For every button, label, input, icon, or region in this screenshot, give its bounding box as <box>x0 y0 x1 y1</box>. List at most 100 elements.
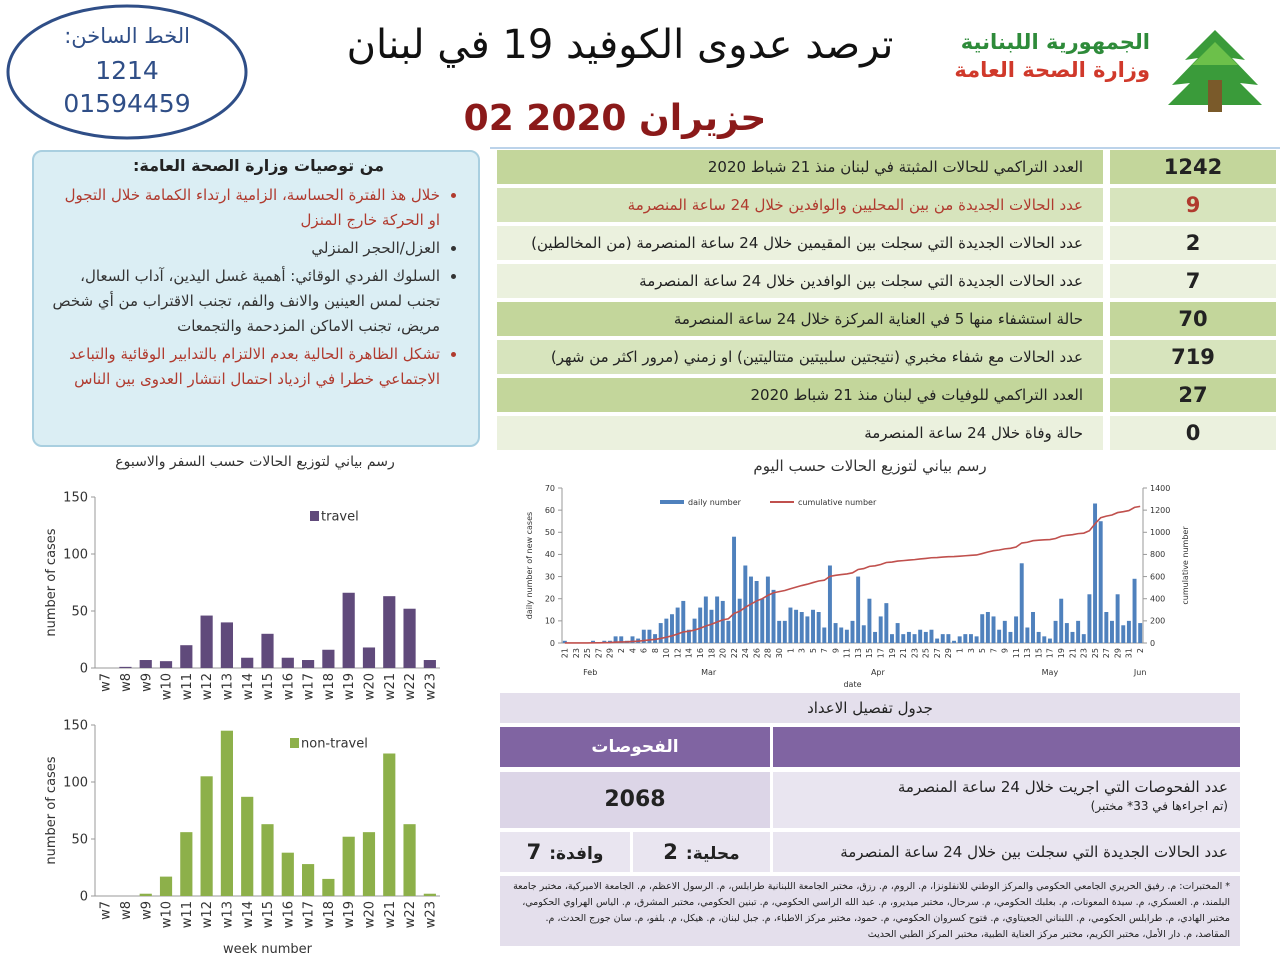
x-tick-label: 19 <box>1057 648 1066 658</box>
y2-tick-label: 400 <box>1150 595 1165 604</box>
bar <box>220 622 233 668</box>
x-tick-label: 22 <box>730 648 739 658</box>
bar <box>946 634 951 643</box>
local: محلية: 2 <box>633 832 770 872</box>
month-label: Apr <box>871 668 886 677</box>
recommendations-title: من توصيات وزارة الصحة العامة: <box>132 156 384 175</box>
y-tick-label: 40 <box>545 550 555 559</box>
bar <box>952 640 957 643</box>
bar <box>1110 620 1114 643</box>
bar <box>619 636 624 643</box>
bar <box>1087 594 1092 643</box>
x-tick-label: w12 <box>200 673 215 700</box>
x-tick-label: w15 <box>261 673 276 700</box>
x-tick-label: w11 <box>180 901 195 928</box>
tests-value: 2068 <box>500 772 770 828</box>
x-tick-label: 25 <box>1091 648 1100 658</box>
report-date: 02 حزيران 2020 <box>463 98 767 139</box>
recommendations-box: من توصيات وزارة الصحة العامة: خلال هذ ال… <box>32 150 480 447</box>
y-axis-label: number of cases <box>44 756 59 864</box>
bar <box>1008 631 1013 643</box>
bar <box>709 609 714 643</box>
bar <box>1031 612 1035 643</box>
hotline-number: 01594459 <box>63 89 191 118</box>
bar <box>159 876 173 896</box>
bar <box>342 592 355 668</box>
y-tick-label: 0 <box>80 890 88 905</box>
y-tick-label: 30 <box>545 572 555 581</box>
local-value: 2 <box>663 840 678 864</box>
bar <box>1081 634 1086 643</box>
x-tick-label: 29 <box>606 648 615 658</box>
bar <box>816 612 821 643</box>
table-title: جدول تفصيل الاعداد <box>500 693 1240 723</box>
tests-label-cell: عدد الفحوصات التي اجريت خلال 24 ساعة الم… <box>773 772 1240 828</box>
bar <box>698 607 703 643</box>
x-tick-label: 7 <box>820 648 829 653</box>
stat-label: حالة استشفاء منها 5 في العناية المركزة خ… <box>497 302 1103 336</box>
stat-label: عدد الحالات الجديدة من بين المحليين والو… <box>497 188 1103 222</box>
bar <box>703 596 708 643</box>
bar <box>940 634 945 643</box>
bar <box>765 576 770 643</box>
x-tick-label: w19 <box>342 673 357 700</box>
y2-tick-label: 200 <box>1150 617 1165 626</box>
bar <box>884 603 889 643</box>
bar <box>630 636 635 643</box>
legend-swatch <box>290 738 299 748</box>
x-tick-label: w18 <box>322 901 337 928</box>
x-tick-label: 27 <box>594 648 603 658</box>
bar <box>1002 620 1007 643</box>
x-tick-label: 17 <box>877 648 886 658</box>
bar <box>856 576 861 643</box>
bar <box>200 615 213 668</box>
x-tick-label: 13 <box>1023 648 1032 658</box>
x-tick-label: 11 <box>1012 648 1021 658</box>
arrivals-label: وافدة: <box>549 844 604 864</box>
bar <box>867 598 872 643</box>
x-tick-label: 23 <box>1080 648 1089 658</box>
bar <box>686 629 691 643</box>
x-tick-label: 21 <box>1068 648 1077 658</box>
stat-label: العدد التراكمي للوفيات في لبنان منذ 21 ش… <box>497 378 1103 412</box>
bar <box>957 636 962 643</box>
bar <box>200 776 213 896</box>
stat-value: 70 <box>1110 302 1276 336</box>
x-tick-label: w7 <box>99 901 114 920</box>
hotline-frame <box>6 4 248 140</box>
bar <box>844 629 849 643</box>
bar <box>658 623 663 643</box>
table-header: الفحوصات <box>500 727 770 767</box>
x-tick-label: w9 <box>139 901 154 920</box>
bar <box>715 596 720 643</box>
bar <box>1104 612 1109 643</box>
ministry-line: الجمهورية اللبنانية <box>960 30 1150 54</box>
recommendation: السلوك الفردي الوقائي: أهمية غسل اليدين،… <box>50 264 440 339</box>
bar <box>681 600 686 643</box>
bar <box>362 832 376 896</box>
recommendation: تشكل الظاهرة الحالية بعدم الالتزام بالتد… <box>50 342 440 392</box>
x-tick-label: 4 <box>628 648 637 653</box>
bar <box>322 878 335 896</box>
stat-value: 9 <box>1110 188 1276 222</box>
stat-value: 0 <box>1110 416 1276 450</box>
recommendation: العزل/الحجر المنزلي <box>50 236 440 261</box>
y-tick-label: 10 <box>545 617 555 626</box>
bar <box>754 581 759 643</box>
x-tick-label: w17 <box>302 673 317 700</box>
bar <box>906 631 911 643</box>
x-tick-label: 14 <box>685 648 694 658</box>
x-tick-label: 29 <box>944 648 953 658</box>
x-tick-label: w11 <box>180 673 195 700</box>
x-tick-label: w22 <box>403 901 418 928</box>
bar <box>322 649 335 668</box>
bar <box>929 629 934 643</box>
x-tick-label: 28 <box>764 648 773 658</box>
bar <box>1064 623 1069 643</box>
x-tick-label: 13 <box>854 648 863 658</box>
bar <box>912 634 917 643</box>
x-axis-label: date <box>843 680 861 689</box>
recommendations-list: خلال هذ الفترة الحساسة، الزامية ارتداء ا… <box>50 183 464 392</box>
bar <box>833 623 838 643</box>
y-tick-label: 20 <box>545 595 555 604</box>
